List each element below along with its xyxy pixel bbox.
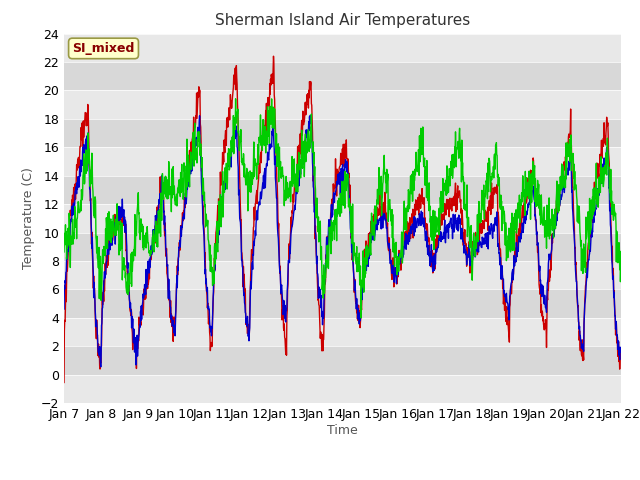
Text: SI_mixed: SI_mixed	[72, 42, 134, 55]
Bar	[64, 90, 621, 119]
Bar	[64, 318, 621, 347]
Bar	[64, 375, 621, 403]
Bar	[64, 204, 621, 233]
Bar	[64, 261, 621, 289]
Bar	[64, 147, 621, 176]
Y-axis label: Temperature (C): Temperature (C)	[22, 168, 35, 269]
Legend: Panel T, Air T, Sonic T: Panel T, Air T, Sonic T	[191, 478, 494, 480]
X-axis label: Time: Time	[327, 424, 358, 437]
Title: Sherman Island Air Temperatures: Sherman Island Air Temperatures	[215, 13, 470, 28]
Bar	[64, 34, 621, 62]
